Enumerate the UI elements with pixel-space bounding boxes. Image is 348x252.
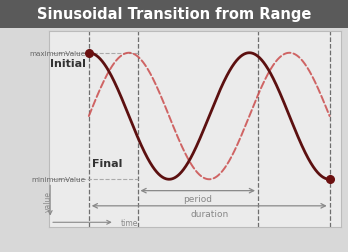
- Text: duration: duration: [190, 209, 228, 218]
- Text: maximumValue: maximumValue: [30, 51, 86, 56]
- Text: Final: Final: [92, 158, 122, 168]
- Text: time: time: [120, 218, 138, 227]
- Text: value: value: [44, 190, 53, 211]
- Text: minimumValue: minimumValue: [32, 177, 86, 182]
- Text: Sinusoidal Transition from Range: Sinusoidal Transition from Range: [37, 7, 311, 22]
- Text: period: period: [183, 194, 212, 203]
- Text: Initial: Initial: [50, 58, 86, 69]
